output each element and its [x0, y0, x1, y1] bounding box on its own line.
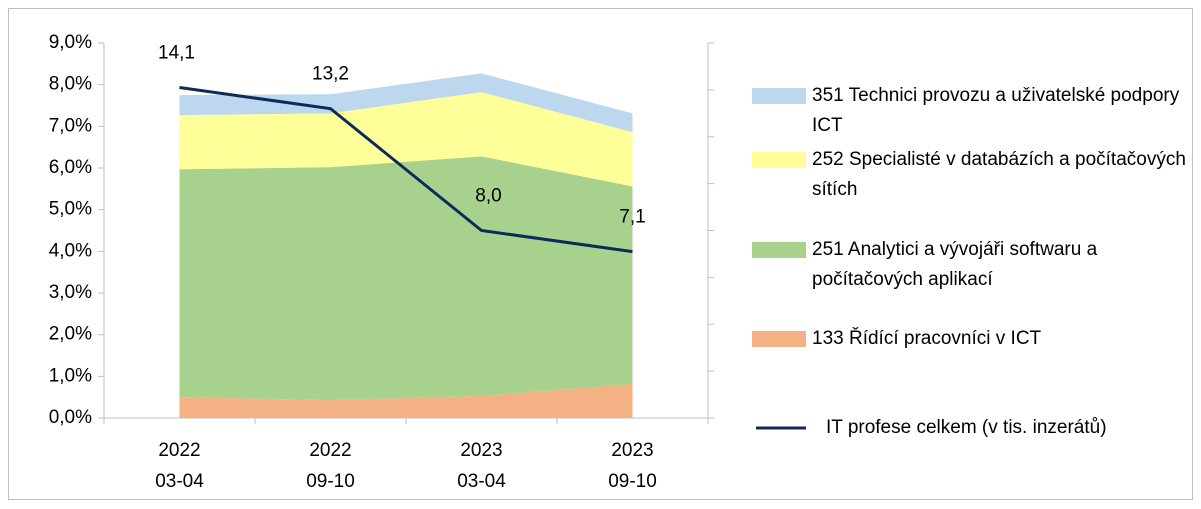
line: [179, 86, 633, 254]
y-tick-label: 9,0%: [49, 32, 92, 53]
legend-label: 251 Analytici a vývojáři softwaru a počí…: [812, 239, 1098, 290]
legend-label: 351 Technici provozu a uživatelské podpo…: [812, 85, 1180, 136]
area: [179, 73, 633, 133]
data-label: 8,0: [475, 186, 501, 207]
legend-label: IT profese celkem (v tis. inzerátů): [826, 417, 1107, 438]
y-tick-label: 5,0%: [49, 199, 92, 220]
legend-swatch: [752, 88, 806, 104]
area: [179, 92, 633, 187]
legend-label: 133 Řídící pracovníci v ICT: [812, 328, 1042, 349]
area: [179, 383, 633, 418]
y-tick-label: 3,0%: [49, 282, 92, 303]
chart-frame: [8, 8, 1193, 500]
area: [179, 156, 633, 401]
data-label: 13,2: [312, 64, 349, 85]
legend-label: 252 Specialisté v databázích a počítačov…: [812, 149, 1186, 200]
x-tick-label: 2022 09-10: [306, 440, 355, 492]
legend-swatch: [752, 152, 806, 168]
x-tick-label: 2022 03-04: [155, 440, 204, 492]
legend-swatch: [752, 242, 806, 258]
y-tick-label: 0,0%: [49, 407, 92, 428]
x-tick-label: 2023 09-10: [608, 440, 657, 492]
y-tick-label: 2,0%: [49, 324, 92, 345]
y-tick-label: 1,0%: [49, 365, 92, 386]
y-tick-label: 4,0%: [49, 240, 92, 261]
x-tick-label: 2023 03-04: [457, 440, 506, 492]
y-tick-label: 7,0%: [49, 115, 92, 136]
data-label: 7,1: [619, 207, 645, 228]
y-tick-label: 8,0%: [49, 74, 92, 95]
legend-swatch: [752, 331, 806, 347]
y-tick-label: 6,0%: [49, 157, 92, 178]
data-label: 14,1: [158, 43, 195, 64]
